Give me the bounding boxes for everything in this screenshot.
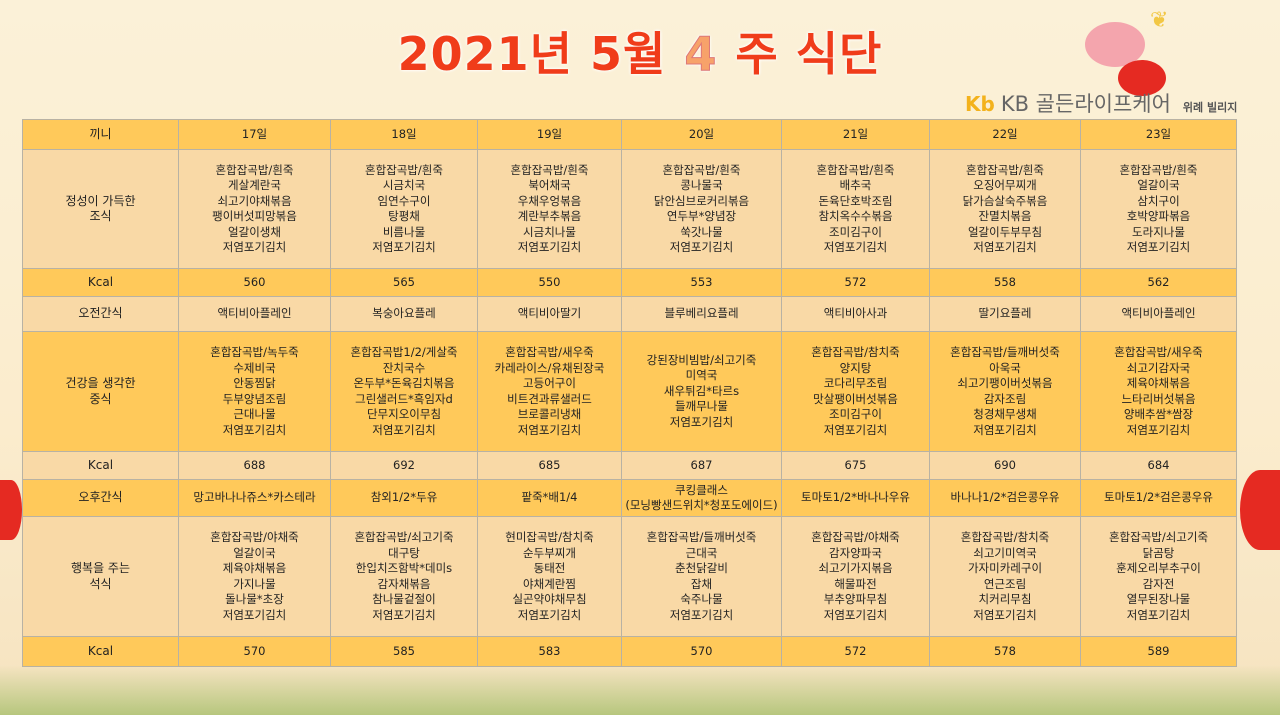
week-number: 4 — [684, 27, 718, 82]
kcal-cell: 558 — [929, 268, 1081, 297]
menu-cell: 혼합잡곡밥/들깨버섯죽 아욱국 쇠고기팽이버섯볶음 감자조림 청경채무생채 저염… — [929, 331, 1081, 452]
menu-cell: 팥죽*배1/4 — [477, 479, 622, 517]
menu-cell: 혼합잡곡밥/들깨버섯죽 근대국 춘천닭갈비 잡채 숙주나물 저염포기김치 — [621, 516, 782, 637]
header-row: 끼니 17일 18일 19일 20일 21일 22일 23일 — [22, 119, 1237, 150]
menu-cell: 혼합잡곡밥/참치죽 쇠고기미역국 가자미카레구이 연근조림 치커리무침 저염포기… — [929, 516, 1081, 637]
meal-row: 오전간식 액티비아플레인 복숭아요플레 액티비아딸기 블루베리요플레 액티비아사과 딸기요플… — [22, 296, 1237, 332]
menu-cell: 혼합잡곡밥/쇠고기죽 대구탕 한입치즈함박*데미s 감자채볶음 참나물겉절이 저… — [330, 516, 478, 637]
kcal-cell: 675 — [781, 451, 930, 480]
title-prefix: 2021년 5월 — [397, 27, 667, 81]
kcal-cell: 687 — [621, 451, 782, 480]
menu-cell: 액티비아플레인 — [178, 296, 331, 332]
menu-cell: 혼합잡곡밥/흰죽 배추국 돈육단호박조림 참치옥수수볶음 조미김구이 저염포기김… — [781, 149, 930, 269]
carnation-decoration — [1118, 60, 1166, 96]
date-header: 19일 — [477, 119, 622, 150]
menu-cell: 액티비아플레인 — [1080, 296, 1237, 332]
date-header: 23일 — [1080, 119, 1237, 150]
kcal-cell: 570 — [178, 636, 331, 667]
menu-cell: 혼합잡곡밥/흰죽 오징어무찌개 닭가슴살숙주볶음 잔멸치볶음 얼갈이두부무침 저… — [929, 149, 1081, 269]
kcal-cell: 685 — [477, 451, 622, 480]
kcal-cell: 572 — [781, 636, 930, 667]
menu-cell: 혼합잡곡밥/흰죽 콩나물국 닭안심브로커리볶음 연두부*양념장 쑥갓나물 저염포… — [621, 149, 782, 269]
menu-cell: 강된장비빔밥/쇠고기죽 미역국 새우튀김*타르s 들깨무나물 저염포기김치 — [621, 331, 782, 452]
kcal-cell: 589 — [1080, 636, 1237, 667]
kb-logo: Kb KB 골든라이프케어 위례 빌리지 — [965, 88, 1237, 118]
kcal-cell: 684 — [1080, 451, 1237, 480]
kcal-cell: 583 — [477, 636, 622, 667]
brand-name: KB 골든라이프케어 — [1000, 92, 1171, 116]
meal-label: 건강을 생각한 중식 — [22, 331, 179, 452]
meal-row: Kcal 688 692 685 687 675 690 684 — [22, 451, 1237, 480]
kcal-cell: 553 — [621, 268, 782, 297]
kcal-cell: 585 — [330, 636, 478, 667]
kcal-cell: 578 — [929, 636, 1081, 667]
menu-cell: 혼합잡곡밥/흰죽 얼갈이국 삼치구이 호박양파볶음 도라지나물 저염포기김치 — [1080, 149, 1237, 269]
kcal-cell: 572 — [781, 268, 930, 297]
carnation-decoration — [0, 480, 22, 540]
menu-cell: 혼합잡곡밥/야채죽 감자양파국 쇠고기가지볶음 해물파전 부추양파무침 저염포기… — [781, 516, 930, 637]
menu-cell: 토마토1/2*검은콩우유 — [1080, 479, 1237, 517]
menu-cell: 혼합잡곡밥/쇠고기죽 닭곰탕 훈제오리부추구이 감자전 열무된장나물 저염포기김… — [1080, 516, 1237, 637]
carnation-decoration — [1085, 22, 1145, 67]
kcal-cell: 692 — [330, 451, 478, 480]
menu-cell: 액티비아딸기 — [477, 296, 622, 332]
date-header: 22일 — [929, 119, 1081, 150]
kcal-cell: 688 — [178, 451, 331, 480]
meal-table: 끼니 17일 18일 19일 20일 21일 22일 23일 정성이 가득한 조식 혼합잡곡밥/흰… — [22, 119, 1237, 667]
kb-logo-mark: Kb — [965, 92, 995, 116]
kcal-cell: 690 — [929, 451, 1081, 480]
menu-cell: 액티비아사과 — [781, 296, 930, 332]
menu-cell: 혼합잡곡밥/흰죽 게살계란국 쇠고기야채볶음 팽이버섯피망볶음 얼갈이생채 저염… — [178, 149, 331, 269]
menu-cell: 바나나1/2*검은콩우유 — [929, 479, 1081, 517]
menu-cell: 망고바나나쥬스*카스테라 — [178, 479, 331, 517]
kcal-cell: 562 — [1080, 268, 1237, 297]
menu-cell: 혼합잡곡밥/흰죽 시금치국 임연수구이 탕평채 비름나물 저염포기김치 — [330, 149, 478, 269]
menu-cell: 혼합잡곡밥/참치죽 양지탕 코다리무조림 맛살팽이버섯볶음 조미김구이 저염포기… — [781, 331, 930, 452]
title-suffix: 주 식단 — [735, 27, 883, 81]
menu-cell: 참외1/2*두유 — [330, 479, 478, 517]
meal-row: 건강을 생각한 중식 혼합잡곡밥/녹두죽 수제비국 안동찜닭 두부양념조림 근대나… — [22, 331, 1237, 452]
meal-label: Kcal — [22, 636, 179, 667]
date-header: 17일 — [178, 119, 331, 150]
meal-label: Kcal — [22, 451, 179, 480]
page-title: 2021년 5월 4 주 식단 — [0, 18, 1280, 84]
meal-row: Kcal 560 565 550 553 572 558 562 — [22, 268, 1237, 297]
date-header: 21일 — [781, 119, 930, 150]
meal-label: 오후간식 — [22, 479, 179, 517]
menu-cell: 복숭아요플레 — [330, 296, 478, 332]
menu-cell: 혼합잡곡밥/새우죽 쇠고기감자국 제육야채볶음 느타리버섯볶음 양배추쌈*쌈장 … — [1080, 331, 1237, 452]
meal-label: 정성이 가득한 조식 — [22, 149, 179, 269]
kcal-cell: 565 — [330, 268, 478, 297]
butterfly-icon: ❦ — [1150, 8, 1169, 33]
meal-row: 오후간식 망고바나나쥬스*카스테라 참외1/2*두유 팥죽*배1/4 쿠킹클래스 (모닝… — [22, 479, 1237, 517]
menu-cell: 딸기요플레 — [929, 296, 1081, 332]
meal-row: Kcal 570 585 583 570 572 578 589 — [22, 636, 1237, 667]
kcal-cell: 560 — [178, 268, 331, 297]
kcal-cell: 570 — [621, 636, 782, 667]
date-header: 20일 — [621, 119, 782, 150]
meal-row: 정성이 가득한 조식 혼합잡곡밥/흰죽 게살계란국 쇠고기야채볶음 팽이버섯피망볶… — [22, 149, 1237, 269]
date-header: 18일 — [330, 119, 478, 150]
menu-cell: 혼합잡곡밥/흰죽 북어채국 우채우엉볶음 계란부추볶음 시금치나물 저염포기김치 — [477, 149, 622, 269]
menu-cell: 토마토1/2*바나나우유 — [781, 479, 930, 517]
menu-cell: 혼합잡곡밥1/2/게살죽 잔치국수 온두부*돈육김치볶음 그린샐러드*흑임자d … — [330, 331, 478, 452]
branch-name: 위례 빌리지 — [1182, 101, 1238, 114]
menu-cell: 쿠킹클래스 (모닝빵샌드위치*청포도에이드) — [621, 479, 782, 517]
menu-cell: 블루베리요플레 — [621, 296, 782, 332]
grass-decoration — [0, 665, 1280, 715]
meal-label: 행복을 주는 석식 — [22, 516, 179, 637]
menu-cell: 혼합잡곡밥/새우죽 카레라이스/유채된장국 고등어구이 비트견과류샐러드 브로콜… — [477, 331, 622, 452]
meal-label: Kcal — [22, 268, 179, 297]
menu-cell: 혼합잡곡밥/녹두죽 수제비국 안동찜닭 두부양념조림 근대나물 저염포기김치 — [178, 331, 331, 452]
meal-row: 행복을 주는 석식 혼합잡곡밥/야채죽 얼갈이국 제육야채볶음 가지나물 돌나물*… — [22, 516, 1237, 637]
menu-cell: 현미잡곡밥/참치죽 순두부찌개 동태전 야채계란찜 실곤약야채무침 저염포기김치 — [477, 516, 622, 637]
meal-label: 오전간식 — [22, 296, 179, 332]
menu-cell: 혼합잡곡밥/야채죽 얼갈이국 제육야채볶음 가지나물 돌나물*초장 저염포기김치 — [178, 516, 331, 637]
kcal-cell: 550 — [477, 268, 622, 297]
corner-header: 끼니 — [22, 119, 179, 150]
carnation-decoration — [1240, 470, 1280, 550]
